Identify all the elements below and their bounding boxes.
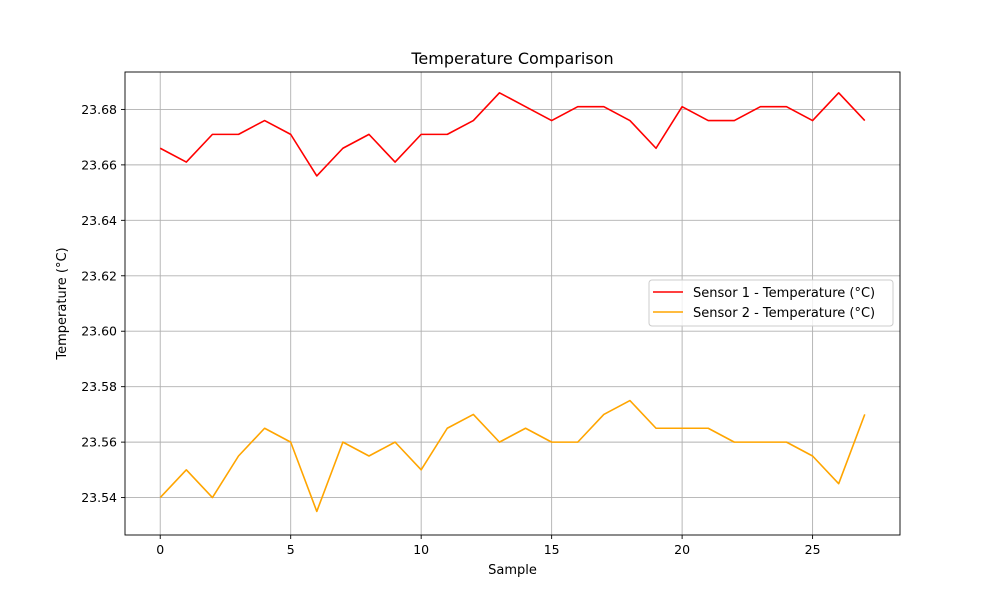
legend-box: [648, 279, 894, 327]
x-tick-label: 0: [156, 542, 164, 557]
legend-label-sensor-1: Sensor 1 - Temperature (°C): [693, 286, 875, 301]
y-tick-label: 23.66: [81, 157, 117, 172]
y-tick-label: 23.60: [81, 324, 117, 339]
series-line-sensor-2: [159, 399, 866, 513]
x-tick-label: 20: [674, 542, 690, 557]
x-axis-label: Sample: [488, 563, 537, 578]
x-tick-label: 10: [413, 542, 429, 557]
series-group: [159, 91, 866, 513]
y-axis: 23.54 23.56 23.58 23.60 23.62 23.64 23.66 23.68: [81, 102, 125, 505]
y-tick-label: 23.56: [81, 435, 117, 450]
y-tick-label: 23.62: [81, 268, 117, 283]
y-tick-label: 23.64: [81, 213, 117, 228]
y-tick-label: 23.58: [81, 379, 117, 394]
x-tick-label: 15: [544, 542, 560, 557]
legend-label-sensor-2: Sensor 2 - Temperature (°C): [693, 306, 875, 321]
series-line-sensor-1: [159, 91, 866, 177]
grid: [125, 72, 900, 535]
x-axis: 0 5 10 15 20 25: [156, 535, 821, 557]
y-tick-label: 23.68: [81, 102, 117, 117]
y-tick-label: 23.54: [81, 490, 117, 505]
x-tick-label: 5: [287, 542, 295, 557]
legend: Sensor 1 - Temperature (°C) Sensor 2 - T…: [648, 279, 894, 327]
chart-title: Temperature Comparison: [410, 49, 613, 68]
plot-frame: [124, 71, 901, 536]
x-tick-label: 25: [805, 542, 821, 557]
y-axis-label: Temperature (°C): [55, 247, 70, 360]
